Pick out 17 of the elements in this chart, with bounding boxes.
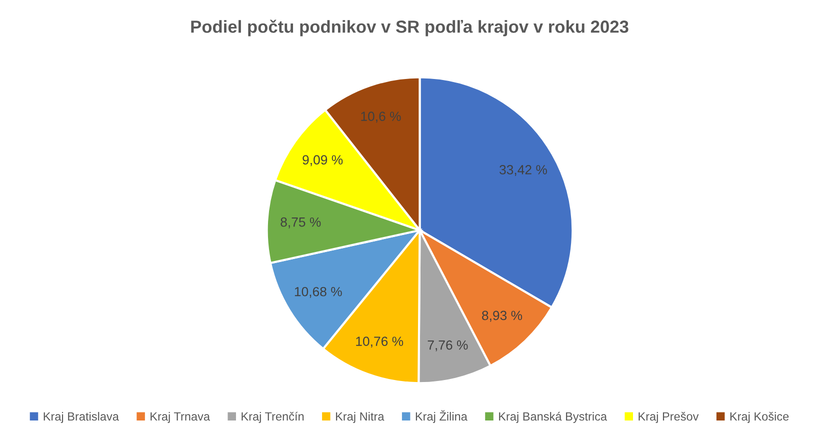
legend-label: Kraj Prešov [638, 412, 699, 423]
data-label: 7,76 % [428, 340, 468, 352]
legend-label: Kraj Košice [730, 412, 789, 423]
data-label: 8,93 % [482, 310, 522, 322]
legend-label: Kraj Trnava [150, 412, 210, 423]
chart-title: Podiel počtu podnikov v SR podľa krajov v roku 2023 [191, 20, 628, 36]
legend-label: Kraj Banská Bystrica [499, 412, 608, 423]
legend-label: Kraj Žilina [416, 410, 468, 423]
data-label: 9,09 % [302, 155, 343, 166]
data-label: 10,6 % [361, 112, 401, 123]
legend-label: Kraj Bratislava [44, 412, 119, 423]
data-label: 10,76 % [356, 336, 404, 348]
data-label: 8,75 % [280, 217, 321, 228]
legend-label: Kraj Nitra [336, 412, 384, 423]
data-label: 33,42 % [500, 165, 547, 176]
data-label: 10,68 % [294, 286, 342, 298]
legend-label: Kraj Trenčín [242, 412, 304, 423]
